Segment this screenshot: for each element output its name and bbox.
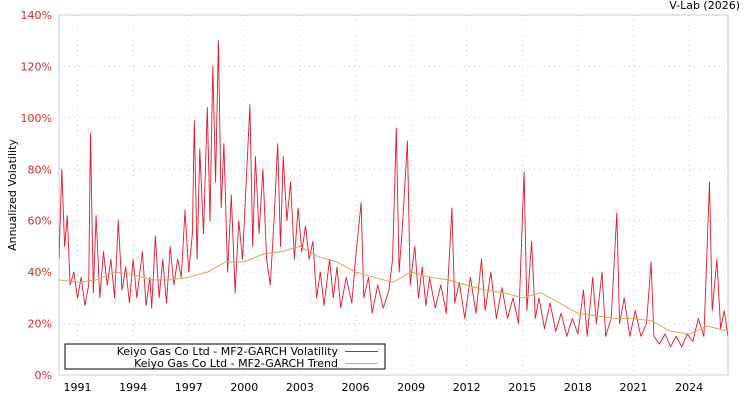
x-tick-label: 2003 xyxy=(286,381,314,394)
x-tick-label: 2021 xyxy=(619,381,647,394)
plot-background xyxy=(58,14,729,376)
series-lines xyxy=(59,40,728,348)
volatility-line xyxy=(59,40,728,348)
x-tick-label: 1991 xyxy=(64,381,92,394)
y-axis-label: Annualized Volatility xyxy=(6,139,19,251)
trend-line xyxy=(59,245,728,335)
x-tick-label: 2006 xyxy=(342,381,370,394)
y-axis-ticks: 0% 20% 40% 60% 80% 100% 120% 140% xyxy=(21,9,52,382)
x-tick-label: 2000 xyxy=(230,381,258,394)
x-axis-ticks: 1991 1994 1997 2000 2003 2006 2009 2012 2015 2018… xyxy=(64,381,704,394)
x-tick-label: 1994 xyxy=(119,381,147,394)
y-tick-label: 0% xyxy=(35,369,52,382)
y-tick-label: 80% xyxy=(28,163,52,176)
y-tick-label: 100% xyxy=(21,112,52,125)
x-tick-label: 1997 xyxy=(175,381,203,394)
x-tick-label: 2009 xyxy=(397,381,425,394)
legend-box xyxy=(64,343,386,370)
x-tick-label: 2018 xyxy=(564,381,592,394)
x-tick-label: 2024 xyxy=(675,381,703,394)
credit-label: V-Lab (2026) xyxy=(669,0,740,12)
y-tick-label: 120% xyxy=(21,60,52,73)
x-tick-label: 2012 xyxy=(453,381,481,394)
y-tick-label: 40% xyxy=(28,266,52,279)
y-tick-label: 20% xyxy=(28,318,52,331)
y-tick-label: 140% xyxy=(21,9,52,22)
y-tick-label: 60% xyxy=(28,215,52,228)
x-tick-label: 2015 xyxy=(508,381,536,394)
legend-label-trend: Keiyo Gas Co Ltd - MF2-GARCH Trend xyxy=(134,357,338,370)
legend: Keiyo Gas Co Ltd - MF2-GARCH Volatility … xyxy=(64,343,386,370)
legend-label-volatility: Keiyo Gas Co Ltd - MF2-GARCH Volatility xyxy=(117,345,339,358)
grid-lines xyxy=(59,15,728,375)
